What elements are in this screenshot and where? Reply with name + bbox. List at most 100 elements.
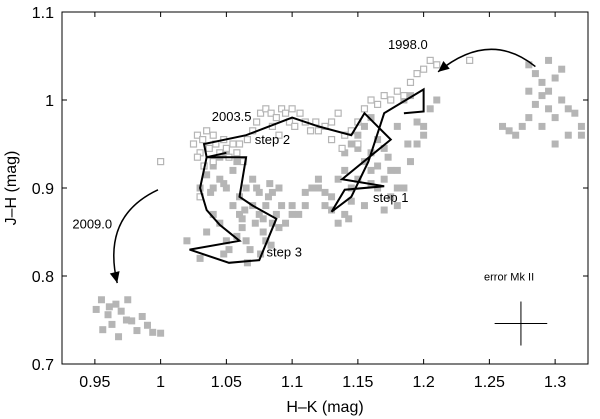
data-point-filled <box>334 175 342 183</box>
data-point-filled <box>341 210 349 218</box>
data-point-filled <box>275 224 283 232</box>
data-point-filled <box>525 87 533 95</box>
data-point-filled <box>387 166 395 174</box>
data-point-open <box>338 144 346 152</box>
data-point-filled <box>207 188 215 196</box>
data-point-filled <box>220 180 228 188</box>
x-tick-label: 1.05 <box>211 374 242 391</box>
arrowhead-2 <box>109 271 120 284</box>
data-point-filled <box>262 202 270 210</box>
data-point-filled <box>249 175 257 183</box>
data-point-filled <box>242 237 250 245</box>
data-point-filled <box>257 250 265 258</box>
data-point-open <box>413 69 421 78</box>
data-point-filled <box>354 175 362 183</box>
annotation-1998-0: 1998.0 <box>388 37 428 52</box>
data-point-filled <box>133 327 141 335</box>
data-point-filled <box>314 184 322 192</box>
data-point-filled <box>203 171 211 179</box>
data-point-open <box>193 153 202 161</box>
data-point-open <box>233 149 241 157</box>
data-point-filled <box>220 250 228 258</box>
data-point-open <box>360 105 369 113</box>
data-point-filled <box>122 316 130 324</box>
data-point-filled <box>149 328 157 336</box>
data-point-filled <box>253 184 261 192</box>
data-point-filled <box>295 210 303 218</box>
data-point-filled <box>328 193 336 201</box>
x-tick-label: 1.1 <box>281 374 303 391</box>
data-point-filled <box>222 184 230 192</box>
data-point-filled <box>157 329 165 337</box>
data-point-filled <box>538 78 546 86</box>
x-tick-label: 1.3 <box>544 374 566 391</box>
data-point-filled <box>380 144 388 152</box>
data-point-filled <box>393 122 401 130</box>
data-point-filled <box>209 210 217 218</box>
x-tick-label: 1.2 <box>413 374 435 391</box>
data-point-filled <box>267 241 275 249</box>
data-point-filled <box>115 333 123 341</box>
data-point-filled <box>105 303 113 311</box>
data-point-filled <box>545 56 553 64</box>
trajectory-line <box>189 87 425 264</box>
data-point-filled <box>104 311 112 319</box>
data-point-filled <box>268 219 276 227</box>
x-tick-label: 1.25 <box>474 374 505 391</box>
data-point-open <box>229 140 237 148</box>
data-point-open <box>275 131 283 139</box>
data-point-open <box>157 158 165 166</box>
y-tick-label: 0.9 <box>32 181 54 198</box>
data-point-filled <box>229 166 237 174</box>
data-point-filled <box>505 127 513 135</box>
data-point-open <box>296 109 304 117</box>
data-point-filled <box>128 317 136 325</box>
data-point-open <box>203 127 211 135</box>
data-point-filled <box>259 228 267 236</box>
data-point-filled <box>341 149 349 157</box>
data-point-filled <box>97 296 105 304</box>
data-point-filled <box>564 131 572 139</box>
data-point-filled <box>545 105 553 113</box>
data-point-filled <box>400 96 408 104</box>
data-point-filled <box>518 122 526 130</box>
data-point-filled <box>538 92 546 100</box>
data-point-filled <box>367 166 375 174</box>
arrow-curve-1 <box>437 48 536 73</box>
data-point-filled <box>196 254 204 262</box>
y-tick-label: 0.7 <box>32 357 54 374</box>
data-point-open <box>433 61 441 69</box>
data-point-filled <box>354 131 362 139</box>
data-point-filled <box>268 188 276 196</box>
data-point-filled <box>347 140 355 148</box>
data-point-filled <box>525 61 533 69</box>
data-point-open <box>466 56 474 65</box>
data-point-filled <box>238 215 246 223</box>
data-point-filled <box>413 140 421 148</box>
data-point-open <box>239 158 248 166</box>
data-point-filled <box>225 246 233 254</box>
arrows <box>109 48 536 284</box>
data-point-open <box>367 96 375 104</box>
data-point-filled <box>374 184 382 192</box>
data-point-open <box>334 109 342 117</box>
data-point-filled <box>558 96 566 104</box>
data-point-open <box>243 136 252 144</box>
data-point-filled <box>400 184 408 192</box>
data-point-filled <box>209 162 217 170</box>
annotation-step-2: step 2 <box>255 132 290 147</box>
data-point-open <box>267 109 275 117</box>
data-point-filled <box>413 118 421 126</box>
data-point-open <box>400 91 408 100</box>
data-point-open <box>288 105 296 113</box>
data-point-filled <box>288 202 296 210</box>
data-point-filled <box>241 206 249 214</box>
data-point-filled <box>345 215 353 223</box>
data-point-open <box>306 127 315 135</box>
data-point-filled <box>433 96 441 104</box>
data-point-filled <box>374 136 382 144</box>
data-point-filled <box>426 105 434 113</box>
y-axis-label: J–H (mag) <box>3 151 20 226</box>
data-point-open <box>235 140 244 148</box>
